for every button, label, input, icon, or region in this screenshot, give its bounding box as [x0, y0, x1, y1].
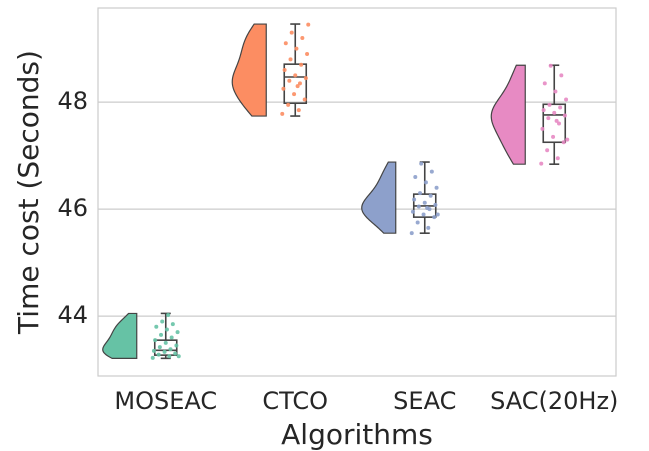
- point: [564, 97, 569, 102]
- point: [559, 73, 564, 78]
- point: [410, 209, 415, 214]
- point: [542, 81, 547, 86]
- point: [299, 62, 304, 67]
- point: [283, 41, 288, 46]
- point: [419, 161, 424, 166]
- point: [294, 46, 299, 51]
- point: [416, 204, 421, 209]
- point: [422, 200, 427, 205]
- point: [561, 140, 566, 145]
- x-tick-label: SEAC: [393, 387, 456, 415]
- point: [552, 110, 557, 115]
- point: [151, 348, 156, 353]
- point: [169, 335, 174, 340]
- point: [435, 212, 440, 217]
- plot-frame: [97, 7, 617, 377]
- point: [176, 354, 181, 359]
- point: [293, 73, 298, 78]
- point: [168, 347, 173, 352]
- point: [548, 63, 553, 68]
- point: [428, 193, 433, 198]
- x-tick-label: MOSEAC: [114, 387, 217, 415]
- x-tick-label: SAC(20Hz): [490, 387, 618, 415]
- violin: [490, 64, 526, 165]
- point: [565, 137, 570, 142]
- point: [421, 212, 426, 217]
- point: [303, 76, 308, 81]
- y-tick-label: 46: [57, 194, 88, 222]
- point: [418, 191, 423, 196]
- point: [432, 215, 437, 220]
- point: [423, 180, 428, 185]
- point: [159, 332, 164, 337]
- point: [556, 121, 561, 126]
- point: [296, 108, 301, 113]
- point: [546, 116, 551, 121]
- point: [302, 97, 307, 102]
- point: [547, 102, 552, 107]
- point: [415, 220, 420, 225]
- point: [280, 111, 285, 116]
- point: [426, 225, 431, 230]
- point: [433, 202, 438, 207]
- point: [162, 349, 167, 354]
- point: [297, 81, 302, 86]
- point: [541, 108, 546, 113]
- point: [156, 352, 161, 357]
- point: [157, 345, 162, 350]
- point: [289, 30, 294, 35]
- point: [539, 161, 544, 166]
- point: [287, 78, 292, 83]
- point: [551, 134, 556, 139]
- point: [174, 343, 179, 348]
- point: [540, 126, 545, 131]
- point: [164, 327, 169, 332]
- point: [292, 92, 297, 97]
- point: [288, 57, 293, 62]
- point: [409, 231, 414, 236]
- point: [286, 102, 291, 107]
- point: [425, 206, 430, 211]
- point: [153, 338, 158, 343]
- point: [555, 156, 560, 161]
- point: [282, 68, 287, 73]
- box: [153, 339, 178, 356]
- point: [154, 324, 159, 329]
- point: [160, 319, 165, 324]
- point: [163, 340, 168, 345]
- x-axis-label: Algorithms: [281, 418, 433, 451]
- box: [542, 103, 567, 144]
- point: [167, 354, 172, 359]
- y-tick-label: 48: [57, 87, 88, 115]
- point: [429, 169, 434, 174]
- point: [413, 175, 418, 180]
- point: [281, 86, 286, 91]
- violin: [231, 23, 267, 117]
- point: [305, 52, 310, 56]
- point: [545, 148, 550, 153]
- point: [306, 22, 311, 27]
- point: [558, 105, 563, 110]
- point: [562, 113, 567, 118]
- x-tick-label: CTCO: [262, 387, 328, 415]
- point: [553, 89, 558, 94]
- y-tick-label: 44: [57, 301, 88, 329]
- point: [434, 185, 439, 190]
- point: [295, 84, 300, 89]
- point: [554, 118, 559, 123]
- violin: [361, 161, 397, 234]
- point: [300, 35, 305, 40]
- box: [283, 63, 308, 105]
- y-axis-label: Time cost (Seconds): [12, 50, 45, 335]
- point: [175, 330, 180, 335]
- point: [173, 351, 178, 356]
- point: [150, 355, 155, 360]
- point: [412, 197, 417, 202]
- point: [166, 313, 171, 318]
- violin: [102, 312, 138, 359]
- point: [170, 322, 175, 327]
